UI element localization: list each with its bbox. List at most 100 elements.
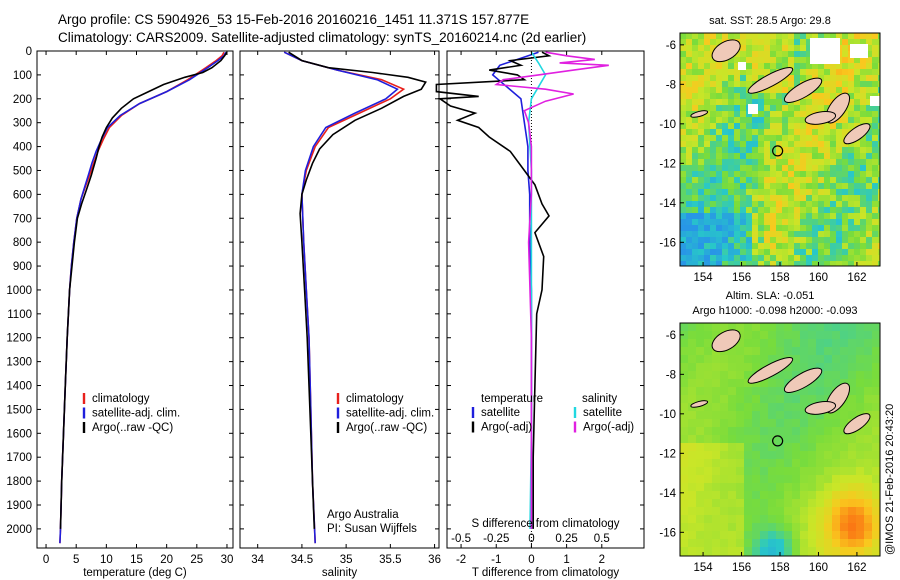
- map-cell: [710, 213, 717, 220]
- panel-temperature-profile: 0 5 10 15 20 25 300100200300400500600700800900…: [6, 46, 234, 579]
- map-cell: [760, 339, 769, 348]
- map-cell: [744, 547, 753, 556]
- map-cell: [744, 387, 753, 396]
- map-cell: [722, 93, 729, 100]
- map-cell: [760, 355, 769, 364]
- map-cell: [746, 117, 753, 124]
- map-cell: [832, 331, 841, 340]
- map-cell: [812, 249, 819, 256]
- map-cell: [752, 499, 761, 508]
- map-cell: [758, 135, 765, 142]
- map-cell: [696, 523, 705, 532]
- axes-frame: [446, 50, 645, 549]
- map-cell: [680, 539, 689, 548]
- map-cell: [848, 183, 855, 190]
- map-cell: [770, 189, 777, 196]
- map-cell: [744, 323, 753, 332]
- map-cell: [698, 153, 705, 160]
- map-cell: [872, 177, 879, 184]
- map-cell: [704, 171, 711, 178]
- map-cell: [728, 515, 737, 524]
- map-cell: [800, 347, 809, 356]
- map-cell: [716, 69, 723, 76]
- map-cell: [770, 33, 777, 40]
- map-cell: [818, 147, 825, 154]
- map-cell: [764, 207, 771, 214]
- map-cell: [792, 355, 801, 364]
- map-cell: [736, 419, 745, 428]
- map-cell: [686, 261, 693, 266]
- map-cell: [752, 475, 761, 484]
- map-cell: [704, 459, 713, 468]
- map-cell: [698, 165, 705, 172]
- map-cell: [860, 135, 867, 142]
- map-cell: [808, 475, 817, 484]
- map-cell: [698, 87, 705, 94]
- x-tick-label: 30: [221, 554, 234, 566]
- map-cell: [764, 177, 771, 184]
- map-cell: [836, 237, 843, 244]
- map-cell: [744, 419, 753, 428]
- map-cell: [680, 165, 687, 172]
- map-cell: [818, 219, 825, 226]
- map-cell: [680, 483, 689, 492]
- map-cell: [758, 147, 765, 154]
- map-cell: [824, 159, 831, 166]
- map-cell: [830, 249, 837, 256]
- map-cell: [806, 261, 813, 266]
- map-cell: [710, 39, 717, 46]
- map-cell: [812, 171, 819, 178]
- map-cell: [842, 117, 849, 124]
- map-cell: [824, 379, 833, 388]
- map-cell: [704, 69, 711, 76]
- map-cell: [688, 363, 697, 372]
- map-cell: [698, 249, 705, 256]
- map-cell: [746, 93, 753, 100]
- map-cell: [768, 531, 777, 540]
- x-tick-label: 25: [190, 554, 203, 566]
- map-cell: [856, 515, 865, 524]
- map-cell: [788, 213, 795, 220]
- map-cell: [800, 483, 809, 492]
- map-cell: [864, 483, 873, 492]
- map-cell: [878, 231, 880, 238]
- map-cell: [792, 467, 801, 476]
- map-cell: [812, 99, 819, 106]
- map-cell: [752, 165, 759, 172]
- map-cell: [818, 33, 825, 40]
- map-cell: [832, 483, 841, 492]
- map-cell: [840, 475, 849, 484]
- map-cell: [864, 355, 873, 364]
- map-cell: [818, 183, 825, 190]
- map-cell: [680, 443, 689, 452]
- map-cell: [746, 225, 753, 232]
- map-cell: [686, 189, 693, 196]
- island-shape: [711, 39, 741, 63]
- map-cell: [840, 507, 849, 516]
- map-cell: [782, 153, 789, 160]
- map-cell: [864, 363, 873, 372]
- map-cell: [792, 499, 801, 508]
- map-cell: [854, 117, 861, 124]
- map-cell: [704, 45, 711, 52]
- map-cell: [854, 75, 861, 82]
- map-cell: [854, 153, 861, 160]
- map-cell: [728, 323, 737, 332]
- timestamp-stamp: @IMOS 21-Feb-2016 20:43:20: [884, 403, 896, 555]
- map-cell: [728, 483, 737, 492]
- map-cell: [776, 231, 783, 238]
- map-cell: [740, 111, 747, 118]
- map-cell: [848, 255, 855, 262]
- map-cell: [842, 111, 849, 118]
- map-cell: [776, 225, 783, 232]
- map-cell: [794, 219, 801, 226]
- map-cell: [692, 165, 699, 172]
- map-cell: [688, 371, 697, 380]
- map-cell: [848, 483, 857, 492]
- map-cell: [728, 395, 737, 404]
- map-cell: [872, 105, 879, 112]
- map-cell: [864, 323, 873, 332]
- map-cell: [812, 255, 819, 262]
- map-cell: [848, 159, 855, 166]
- map-cell: [854, 63, 861, 70]
